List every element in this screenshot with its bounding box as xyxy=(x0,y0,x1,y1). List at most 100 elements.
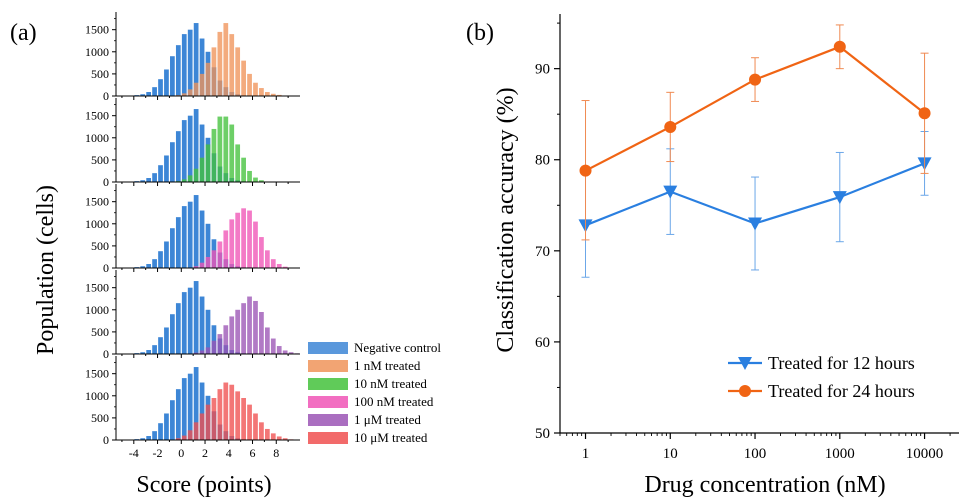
y-tick-label: 1500 xyxy=(85,23,109,37)
series-12-hours xyxy=(578,131,932,278)
y-tick-label: 1500 xyxy=(85,195,109,209)
treated-bar xyxy=(217,334,223,354)
legend-swatch xyxy=(308,378,348,390)
y-tick-label: 1000 xyxy=(85,217,109,231)
treated-bar xyxy=(223,382,229,440)
y-tick-label: 1500 xyxy=(85,367,109,381)
negative-control-bar xyxy=(146,264,152,268)
negative-control-bar xyxy=(181,292,187,354)
treated-bar xyxy=(247,73,252,96)
treated-bar xyxy=(229,34,235,96)
treated-bar xyxy=(199,73,205,96)
y-axis-title: Classification accuracy (%) xyxy=(493,87,519,352)
y-tick-label: 60 xyxy=(535,335,550,351)
negative-control-bar xyxy=(175,217,181,268)
treated-bar xyxy=(205,62,211,96)
treated-bar xyxy=(259,88,264,96)
negative-control-bar xyxy=(199,124,205,182)
accuracy-line-chart: 50 60 70 80 90 1 10 100 1000 10000 Drug concentrat… xyxy=(493,14,959,498)
histogram-subplot-5: 0 500 1000 1500 xyxy=(85,356,300,447)
treated-bar xyxy=(259,312,264,354)
x-tick-label: 10000 xyxy=(906,446,944,462)
treated-bar xyxy=(211,47,217,96)
negative-control-bar xyxy=(187,201,193,268)
treated-bar xyxy=(211,128,217,182)
treated-bar xyxy=(193,82,199,96)
negative-control-bar xyxy=(193,109,199,182)
negative-control-bar xyxy=(140,438,146,440)
x-tick-label: 8 xyxy=(273,446,279,460)
negative-control-bar xyxy=(193,281,199,354)
treated-bar xyxy=(247,170,252,182)
treated-bar xyxy=(253,82,258,96)
negative-control-bar xyxy=(164,69,169,96)
legend-label: Treated for 12 hours xyxy=(768,353,915,373)
treated-bar xyxy=(282,266,288,268)
x-axis-title: Drug concentration (nM) xyxy=(644,472,885,498)
negative-control-bar xyxy=(140,352,146,354)
treated-bar xyxy=(223,230,229,268)
x-tick-label: 1000 xyxy=(825,446,855,462)
negative-control-bar xyxy=(164,327,169,354)
negative-control-bar xyxy=(152,345,157,354)
x-tick-label: 6 xyxy=(250,446,256,460)
x-tick-label: 0 xyxy=(178,446,184,460)
negative-control-bar xyxy=(193,195,199,268)
treated-bar xyxy=(193,422,199,440)
panel-a-label: (a) xyxy=(10,20,37,46)
treated-bar xyxy=(235,144,241,182)
treated-bar xyxy=(229,219,235,268)
negative-control-bar xyxy=(211,325,217,354)
treated-bar xyxy=(199,413,205,440)
x-tick-label: 1 xyxy=(582,446,590,462)
negative-control-bar xyxy=(158,423,163,440)
y-tick-label: 500 xyxy=(91,239,109,253)
legend-swatch xyxy=(308,342,348,354)
treated-bar xyxy=(264,327,270,354)
negative-control-bar xyxy=(187,373,193,440)
negative-control-bar xyxy=(199,210,205,268)
negative-control-bar xyxy=(199,296,205,354)
legend-label: 1 nM treated xyxy=(354,358,421,373)
data-point xyxy=(579,164,592,177)
treated-bar xyxy=(217,31,223,96)
treated-bar xyxy=(235,309,241,354)
treated-bar xyxy=(253,413,258,440)
negative-control-bar xyxy=(158,337,163,354)
negative-control-bar xyxy=(146,178,152,182)
y-tick-label: 50 xyxy=(535,426,550,442)
histogram-subplot-2: 0 500 1000 1500 xyxy=(85,98,300,189)
legend-label: 10 μM treated xyxy=(354,430,428,445)
y-tick-label: 1500 xyxy=(85,109,109,123)
treated-bar xyxy=(241,303,246,354)
treated-bar xyxy=(241,208,246,268)
histogram-subplot-1: 0 500 1000 1500 xyxy=(85,12,300,103)
data-point xyxy=(748,217,763,231)
negative-control-bar xyxy=(187,29,193,96)
treated-bar xyxy=(276,264,282,268)
negative-control-bar xyxy=(205,223,211,268)
treated-bar xyxy=(205,404,211,440)
treated-bar xyxy=(199,262,205,268)
treated-bar xyxy=(253,177,258,182)
treated-bar xyxy=(282,350,288,354)
y-tick-label: 70 xyxy=(535,244,550,260)
negative-control-bar xyxy=(175,389,181,440)
negative-control-bar xyxy=(146,92,152,96)
negative-control-bar xyxy=(164,413,169,440)
legend-label: 100 nM treated xyxy=(354,394,434,409)
treated-bar xyxy=(211,340,217,354)
treated-bar xyxy=(259,422,264,440)
histogram-legend: Negative control 1 nM treated 10 nM treate… xyxy=(308,340,441,445)
treated-bar xyxy=(235,391,241,440)
treated-bar xyxy=(288,352,294,354)
negative-control-bar xyxy=(181,120,187,182)
line-chart-legend: Treated for 12 hours Treated for 24 hours xyxy=(728,353,915,401)
legend-swatch xyxy=(308,360,348,372)
treated-bar xyxy=(199,350,205,354)
treated-bar xyxy=(187,89,193,96)
y-tick-label: 0 xyxy=(103,261,109,275)
y-tick-label: 1000 xyxy=(85,389,109,403)
negative-control-bar xyxy=(170,56,175,96)
negative-control-bar xyxy=(170,400,175,440)
